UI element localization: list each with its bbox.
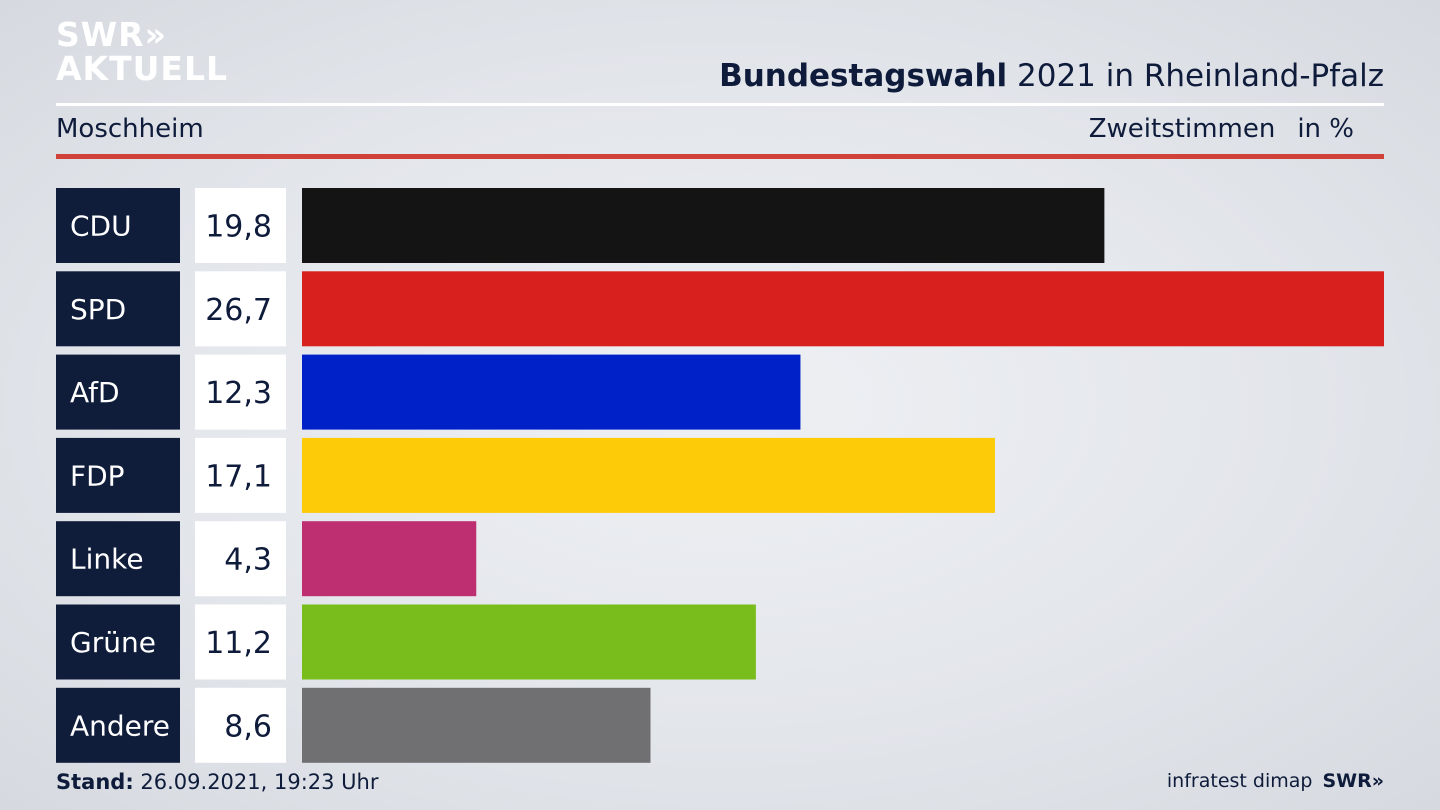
bar-cdu [302, 188, 1105, 263]
swr-mark-logo: SWR» [1322, 770, 1384, 792]
accent-divider [56, 154, 1384, 159]
bar-spd [302, 271, 1384, 347]
party-label-box-fdp [56, 437, 180, 513]
vote-type: Zweitstimmen [1088, 114, 1276, 144]
value-box-fdp [195, 437, 286, 513]
vote-type-header: Zweitstimmen in % [1089, 114, 1354, 144]
value-box-cdu [195, 188, 286, 263]
title-bold: Bundestagswahl [719, 58, 1008, 94]
unit-label: in % [1297, 114, 1354, 144]
value-label-andere: 8,6 [224, 709, 272, 744]
party-label-box-gr-ne [56, 604, 180, 680]
value-box-linke [195, 521, 286, 597]
party-label-linke: Linke [70, 543, 144, 576]
page-title: Bundestagswahl 2021 in Rheinland-Pfalz [719, 58, 1384, 94]
bar-afd [302, 354, 801, 430]
value-label-spd: 26,7 [205, 293, 272, 328]
logo-line-2: AKTUELL [56, 49, 229, 88]
value-box-spd [195, 271, 286, 347]
party-label-andere: Andere [70, 709, 170, 742]
party-label-box-spd [56, 271, 180, 347]
stand-label: Stand: [56, 770, 134, 794]
bar-gr-ne [302, 604, 756, 680]
bar-andere [302, 687, 651, 763]
bar-linke [302, 521, 477, 597]
value-box-andere [195, 687, 286, 763]
bar-fdp [302, 437, 995, 513]
value-label-cdu: 19,8 [205, 210, 272, 245]
party-label-box-linke [56, 521, 180, 597]
stand-value: 26.09.2021, 19:23 Uhr [133, 770, 379, 794]
value-box-gr-ne [195, 604, 286, 680]
value-label-afd: 12,3 [205, 376, 272, 411]
party-label-cdu: CDU [70, 210, 132, 243]
party-label-box-cdu [56, 188, 180, 263]
party-label-box-afd [56, 354, 180, 430]
source-credit: infratest dimap SWR» [1167, 770, 1384, 792]
region-name: Moschheim [56, 114, 204, 144]
party-label-box-andere [56, 687, 180, 763]
logo-line-1: SWR» [56, 15, 167, 54]
value-label-fdp: 17,1 [205, 459, 272, 494]
timestamp: Stand: 26.09.2021, 19:23 Uhr [56, 770, 379, 794]
value-label-gr-ne: 11,2 [205, 626, 272, 661]
source-name: infratest dimap [1166, 770, 1313, 792]
party-label-fdp: FDP [70, 459, 125, 492]
header-divider [56, 103, 1384, 106]
party-label-afd: AfD [70, 376, 120, 409]
party-label-gr-ne: Grüne [70, 626, 156, 659]
title-rest: 2021 in Rheinland-Pfalz [1007, 58, 1384, 94]
party-label-spd: SPD [70, 293, 126, 326]
value-box-afd [195, 354, 286, 430]
swr-aktuell-logo: SWR» AKTUELL [56, 18, 228, 86]
value-label-linke: 4,3 [224, 543, 272, 578]
